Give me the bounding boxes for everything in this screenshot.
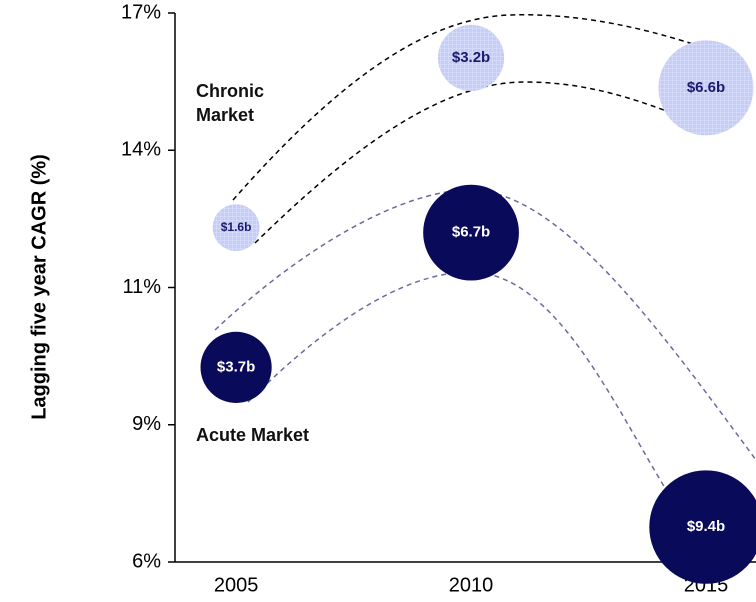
- data-label: $3.2b: [452, 49, 490, 66]
- data-label: $1.6b: [221, 220, 252, 234]
- x-tick-label: 2010: [449, 574, 494, 596]
- y-tick-label: 17%: [121, 1, 161, 23]
- y-axis-label: Lagging five year CAGR (%): [28, 154, 50, 420]
- x-tick-label: 2005: [214, 574, 259, 596]
- bubble: [649, 470, 756, 584]
- series-label: Acute Market: [196, 425, 310, 445]
- y-tick-label: 6%: [132, 550, 161, 572]
- bubble: [212, 204, 260, 252]
- bubble: [200, 331, 272, 403]
- bubble: [423, 184, 519, 281]
- y-tick-label: 9%: [132, 413, 161, 435]
- y-tick-label: 11%: [122, 276, 161, 298]
- series-label: Chronic Market: [196, 81, 265, 125]
- y-tick-label: 14%: [121, 139, 161, 161]
- data-label: $6.7b: [452, 224, 490, 241]
- data-label: $3.7b: [217, 358, 255, 375]
- data-label: $6.6b: [687, 79, 725, 96]
- data-label: $9.4b: [687, 518, 725, 535]
- bubble: [437, 24, 505, 92]
- bubble: [658, 40, 754, 136]
